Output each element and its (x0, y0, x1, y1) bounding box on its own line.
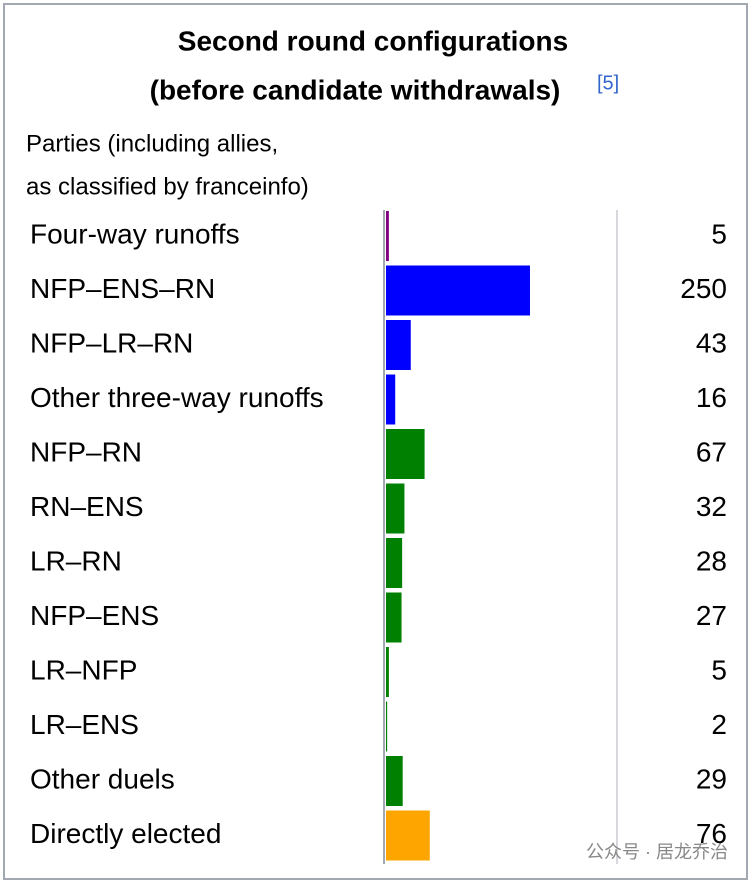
value-label: 27 (696, 600, 727, 631)
value-label: 28 (696, 545, 727, 576)
row-label: LR–NFP (30, 654, 137, 685)
value-label: 43 (696, 327, 727, 358)
watermark: 公众号 · 居龙乔治 (586, 842, 728, 862)
value-label: 2 (711, 709, 727, 740)
row-label: NFP–LR–RN (30, 327, 193, 358)
row-label: RN–ENS (30, 491, 144, 522)
bar (386, 810, 430, 861)
row-label: LR–ENS (30, 709, 139, 740)
footnote-ref[interactable]: [5] (597, 72, 619, 94)
bar (386, 701, 388, 752)
bar (386, 756, 403, 806)
value-label: 5 (711, 654, 727, 685)
value-label: 76 (696, 818, 727, 849)
row-label: Other three-way runoffs (30, 382, 324, 413)
row-label: LR–RN (30, 545, 122, 576)
bar (386, 592, 402, 643)
value-label: 32 (696, 491, 727, 522)
bar (386, 374, 396, 425)
row-label: Other duels (30, 763, 175, 794)
bar (386, 483, 405, 534)
column-header: Parties (including allies, (26, 130, 278, 157)
row-label: NFP–RN (30, 436, 142, 467)
bar (386, 320, 411, 370)
value-label: 16 (696, 382, 727, 413)
chart-title: (before candidate withdrawals) (150, 74, 561, 105)
value-label: 29 (696, 763, 727, 794)
row-label: NFP–ENS (30, 600, 159, 631)
table-border (3, 3, 748, 880)
row-label: Directly elected (30, 818, 221, 849)
column-header: as classified by franceinfo) (26, 173, 309, 200)
bar (386, 538, 403, 588)
row-label: NFP–ENS–RN (30, 273, 215, 304)
chart-title: Second round configurations (178, 25, 568, 56)
value-label: 5 (711, 218, 727, 249)
bar (386, 211, 389, 261)
value-label: 67 (696, 436, 727, 467)
bar (386, 647, 389, 697)
bar (386, 429, 425, 479)
value-label: 250 (680, 273, 727, 304)
bar (386, 265, 530, 316)
row-label: Four-way runoffs (30, 218, 240, 249)
